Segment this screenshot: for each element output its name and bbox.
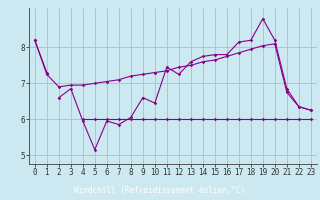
Text: Windchill (Refroidissement éolien,°C): Windchill (Refroidissement éolien,°C) (75, 186, 245, 196)
